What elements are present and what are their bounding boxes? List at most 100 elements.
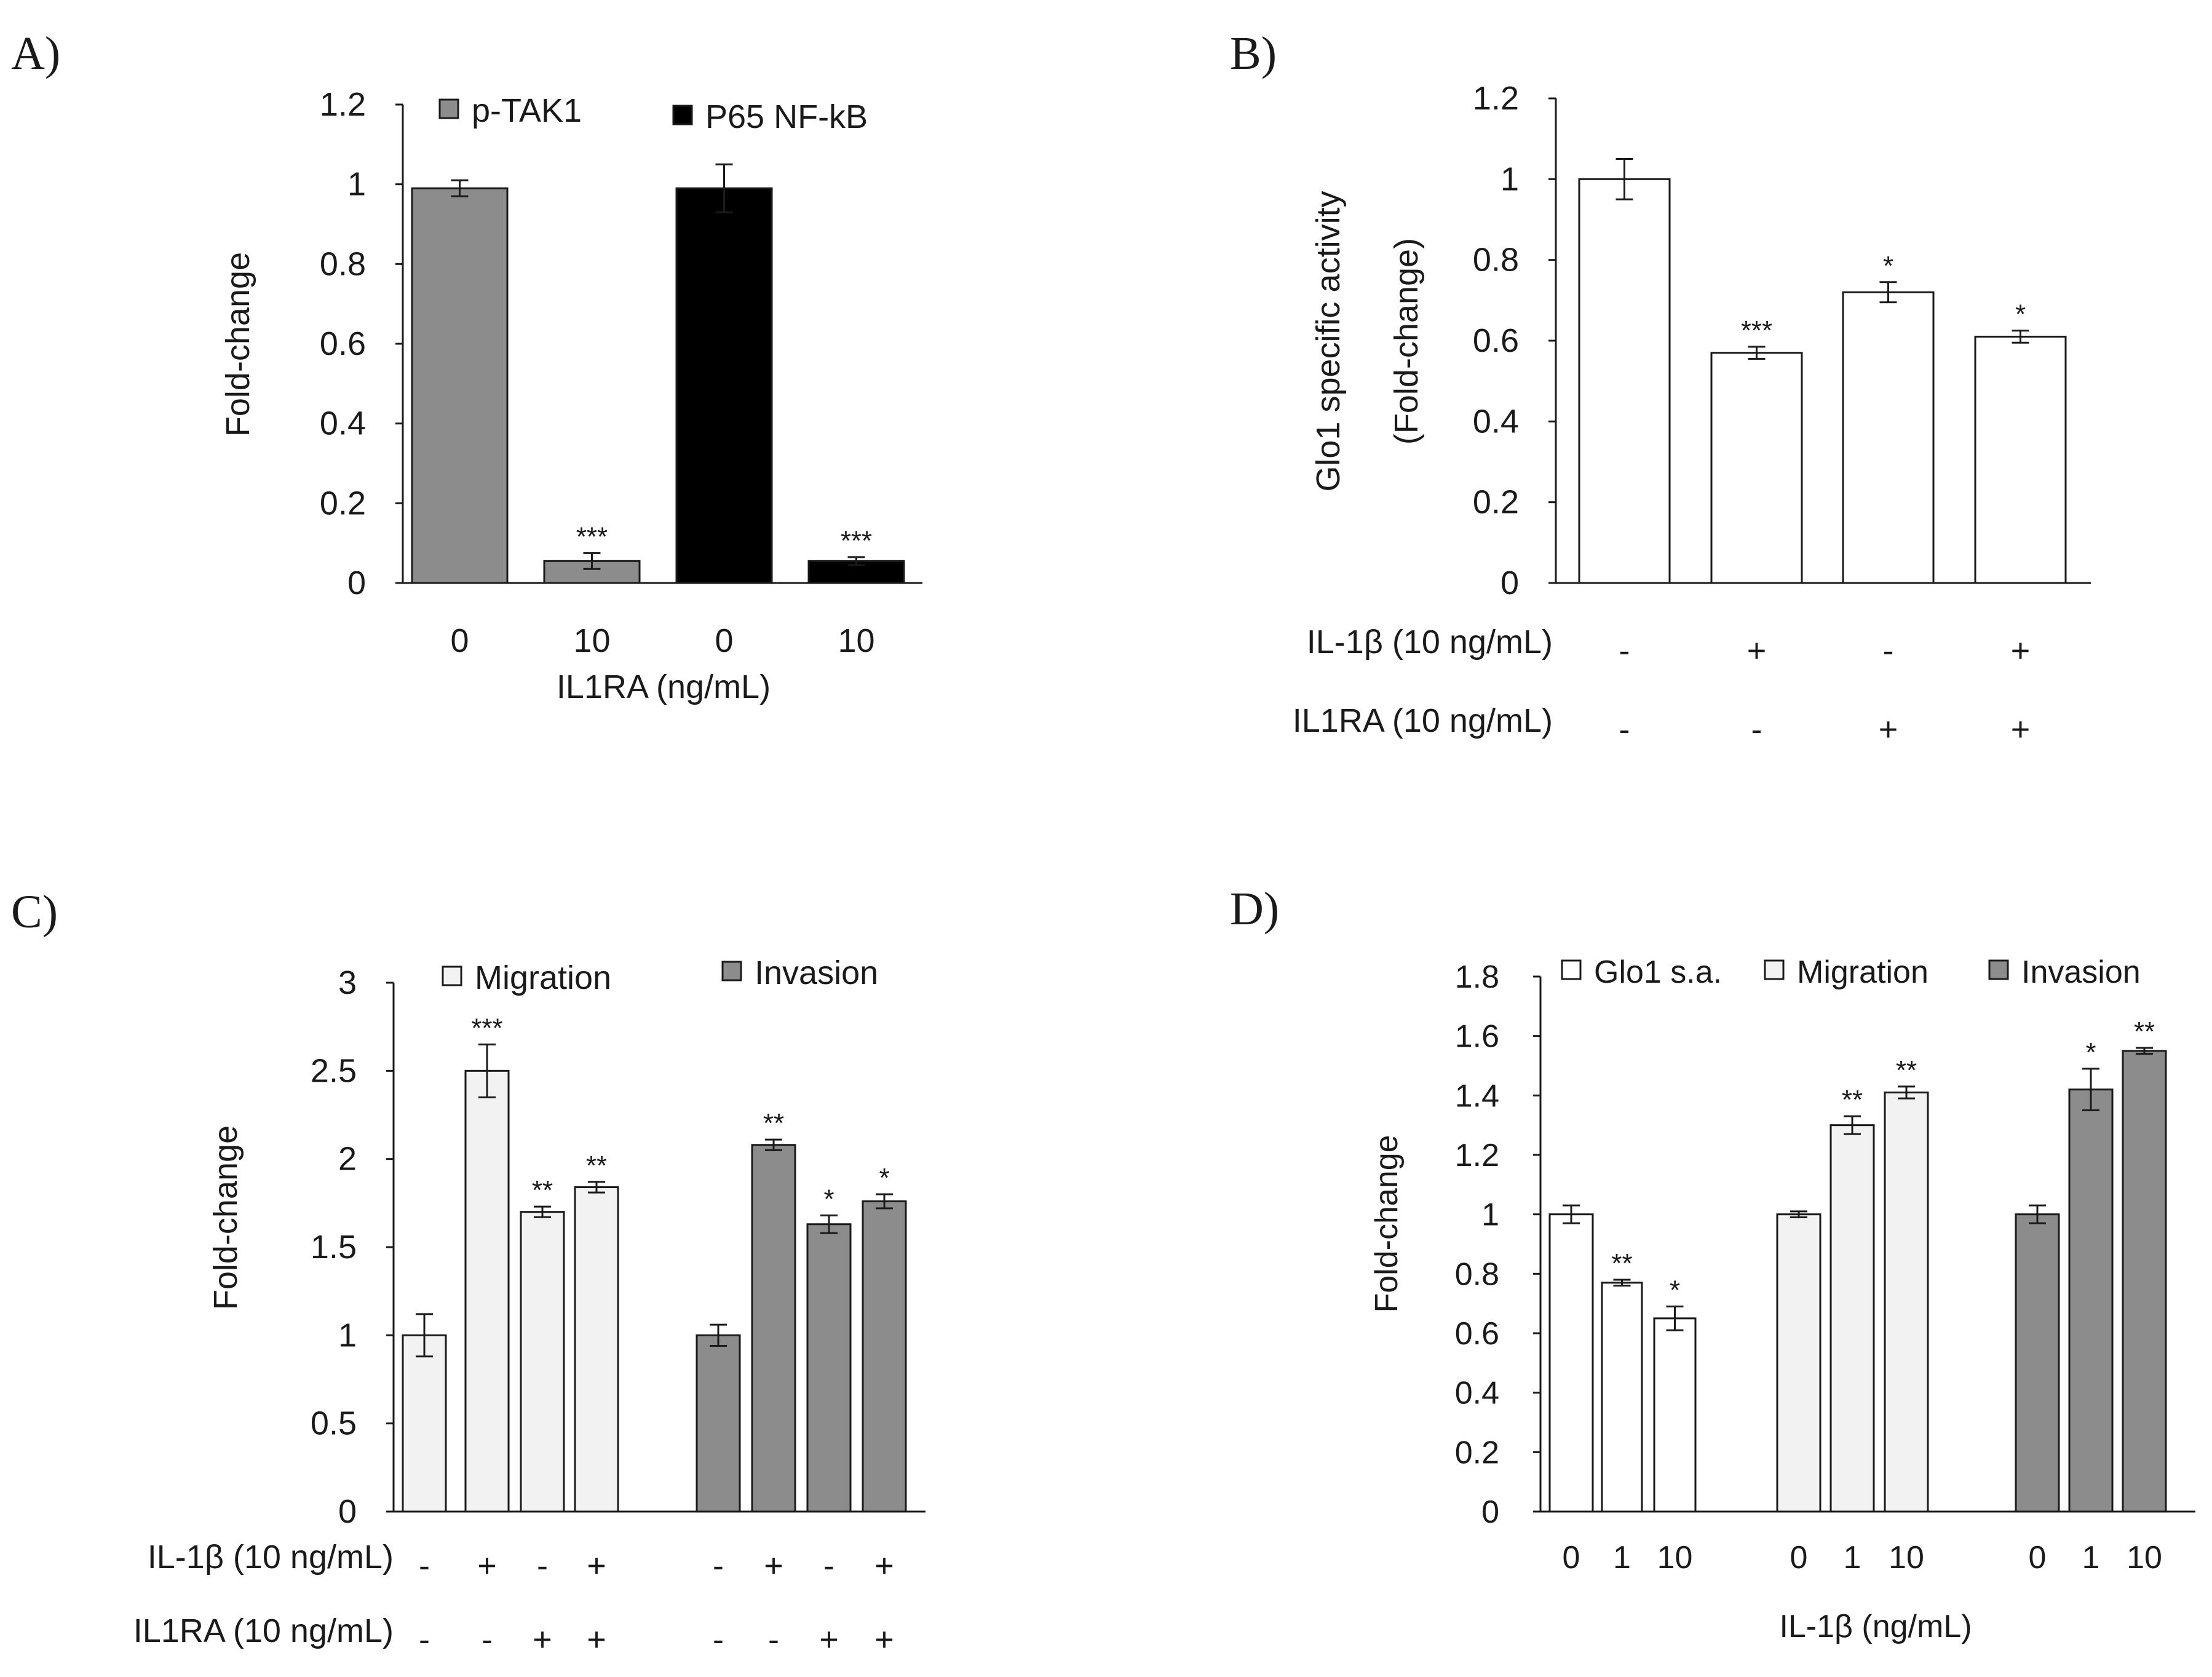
x-category-label: +: [587, 1547, 606, 1584]
legend-label: P65 NF-kB: [705, 98, 868, 135]
significance-label: ***: [841, 526, 872, 556]
bar: [1776, 1213, 1822, 1513]
bar: [1974, 335, 2067, 584]
legend-label: Migration: [475, 959, 611, 996]
bar: [1884, 1092, 1929, 1513]
legend-swatch: [1561, 959, 1582, 980]
panel-4: D) 0 0.2 0.4 0.6 0.8 1 1.2 1.4 1.6 1.8 Fold-change *…: [1230, 883, 2195, 1644]
x-category-label: 1: [1844, 1540, 1861, 1576]
x-category-label: 10: [2127, 1540, 2162, 1576]
bar: [675, 187, 773, 584]
condition-row-label: IL-1β (10 ng/mL): [148, 1539, 394, 1576]
y-tick-label: 0.2: [1473, 484, 1519, 521]
x-category-label: -: [768, 1621, 779, 1658]
x-category-label: +: [2011, 632, 2031, 669]
x-category-label: -: [1619, 632, 1630, 669]
significance-label: ***: [471, 1013, 502, 1043]
x-category-label: 0: [450, 622, 469, 659]
significance-label: **: [2134, 1017, 2155, 1047]
condition-row-label: IL1RA (10 ng/mL): [1293, 702, 1553, 739]
legend-swatch: [442, 965, 462, 986]
y-tick-label: 1.6: [1455, 1019, 1499, 1055]
x-category-label: -: [537, 1547, 548, 1584]
y-tick-label: 1: [347, 166, 366, 203]
panel-label: A): [11, 28, 60, 79]
y-tick-label: 0: [1500, 565, 1519, 601]
bar: [574, 1186, 619, 1513]
x-category-label: +: [587, 1621, 606, 1658]
y-axis-label: Fold-change: [207, 1125, 244, 1310]
condition-row-label: IL1RA (10 ng/mL): [133, 1612, 394, 1649]
x-category-label: 0: [715, 622, 733, 659]
bar: [1601, 1282, 1643, 1513]
y-tick-label: 0.4: [320, 405, 366, 442]
x-category-label: 1: [2082, 1540, 2100, 1576]
significance-label: *: [2015, 299, 2026, 330]
condition-row-label: IL-1β (10 ng/mL): [1307, 624, 1553, 660]
significance-label: **: [1896, 1055, 1917, 1085]
y-tick-label: 0: [1481, 1494, 1499, 1530]
significance-label: **: [1611, 1248, 1632, 1279]
x-category-label: -: [419, 1547, 430, 1584]
panel-3: C)00.511.522.53Fold-change***********Mig…: [11, 886, 926, 1658]
significance-label: **: [763, 1108, 784, 1138]
x-axis-label: IL-1β (ng/mL): [1779, 1609, 1972, 1644]
significance-label: **: [1842, 1085, 1863, 1115]
legend-label: Glo1 s.a.: [1594, 954, 1722, 990]
x-category-label: 1: [1613, 1540, 1631, 1576]
y-tick-label: 0.8: [1473, 242, 1519, 279]
legend-swatch: [1988, 959, 2009, 980]
y-tick-label: 1.8: [1455, 959, 1499, 995]
y-tick-label: 1.2: [320, 86, 366, 123]
significance-label: *: [2085, 1037, 2096, 1068]
y-tick-label: 2.5: [311, 1052, 357, 1089]
x-category-label: +: [477, 1547, 497, 1584]
y-tick-label: 1.5: [311, 1229, 357, 1266]
bar: [1829, 1124, 1875, 1513]
legend-label: p-TAK1: [472, 92, 582, 129]
x-category-label: +: [2011, 711, 2031, 748]
y-tick-label: 1.2: [1473, 80, 1519, 117]
x-category-label: -: [482, 1621, 493, 1658]
x-category-label: -: [1883, 632, 1894, 669]
y-tick-label: 0.8: [1455, 1256, 1499, 1292]
x-axis-label: IL1RA (ng/mL): [557, 668, 771, 705]
y-tick-label: 0.6: [1473, 322, 1519, 359]
bar: [411, 187, 509, 584]
panel-label: B): [1230, 28, 1277, 79]
y-tick-label: 0.6: [1455, 1316, 1499, 1352]
bar: [464, 1069, 510, 1513]
bar: [1842, 291, 1935, 584]
bar: [2122, 1050, 2167, 1513]
significance-label: *: [879, 1163, 889, 1193]
panel-1: A) 0 0.2 0.4 0.6 0.8 1 1.2 Fold-change *** *** p-TA…: [11, 28, 922, 705]
y-tick-label: 0.2: [1455, 1435, 1499, 1470]
legend-swatch: [672, 105, 693, 125]
x-category-label: +: [874, 1621, 894, 1658]
x-category-label: 10: [573, 622, 610, 659]
panel-label: D): [1230, 883, 1279, 935]
x-category-label: -: [1751, 711, 1762, 748]
x-category-label: 0: [2029, 1540, 2047, 1576]
bar: [1548, 1213, 1594, 1513]
significance-label: ***: [1741, 315, 1772, 346]
x-category-label: 0: [1790, 1540, 1808, 1576]
legend-label: Migration: [1797, 954, 1929, 990]
significance-label: *: [823, 1184, 834, 1214]
significance-label: *: [1883, 251, 1893, 281]
x-category-label: 0: [1563, 1540, 1580, 1576]
legend-swatch: [1764, 959, 1785, 980]
bar: [520, 1211, 565, 1513]
bar: [1653, 1317, 1697, 1513]
significance-label: *: [1670, 1275, 1680, 1306]
x-category-label: +: [533, 1621, 552, 1658]
y-axis-label-line2: (Fold-change): [1388, 238, 1425, 445]
x-category-label: -: [1619, 711, 1630, 748]
legend-swatch: [438, 98, 459, 119]
significance-label: **: [532, 1175, 553, 1205]
y-tick-label: 1: [1500, 161, 1519, 197]
x-category-label: +: [1747, 632, 1767, 669]
significance-label: ***: [576, 521, 608, 552]
y-tick-label: 0.4: [1455, 1376, 1499, 1411]
x-category-label: -: [713, 1547, 724, 1584]
